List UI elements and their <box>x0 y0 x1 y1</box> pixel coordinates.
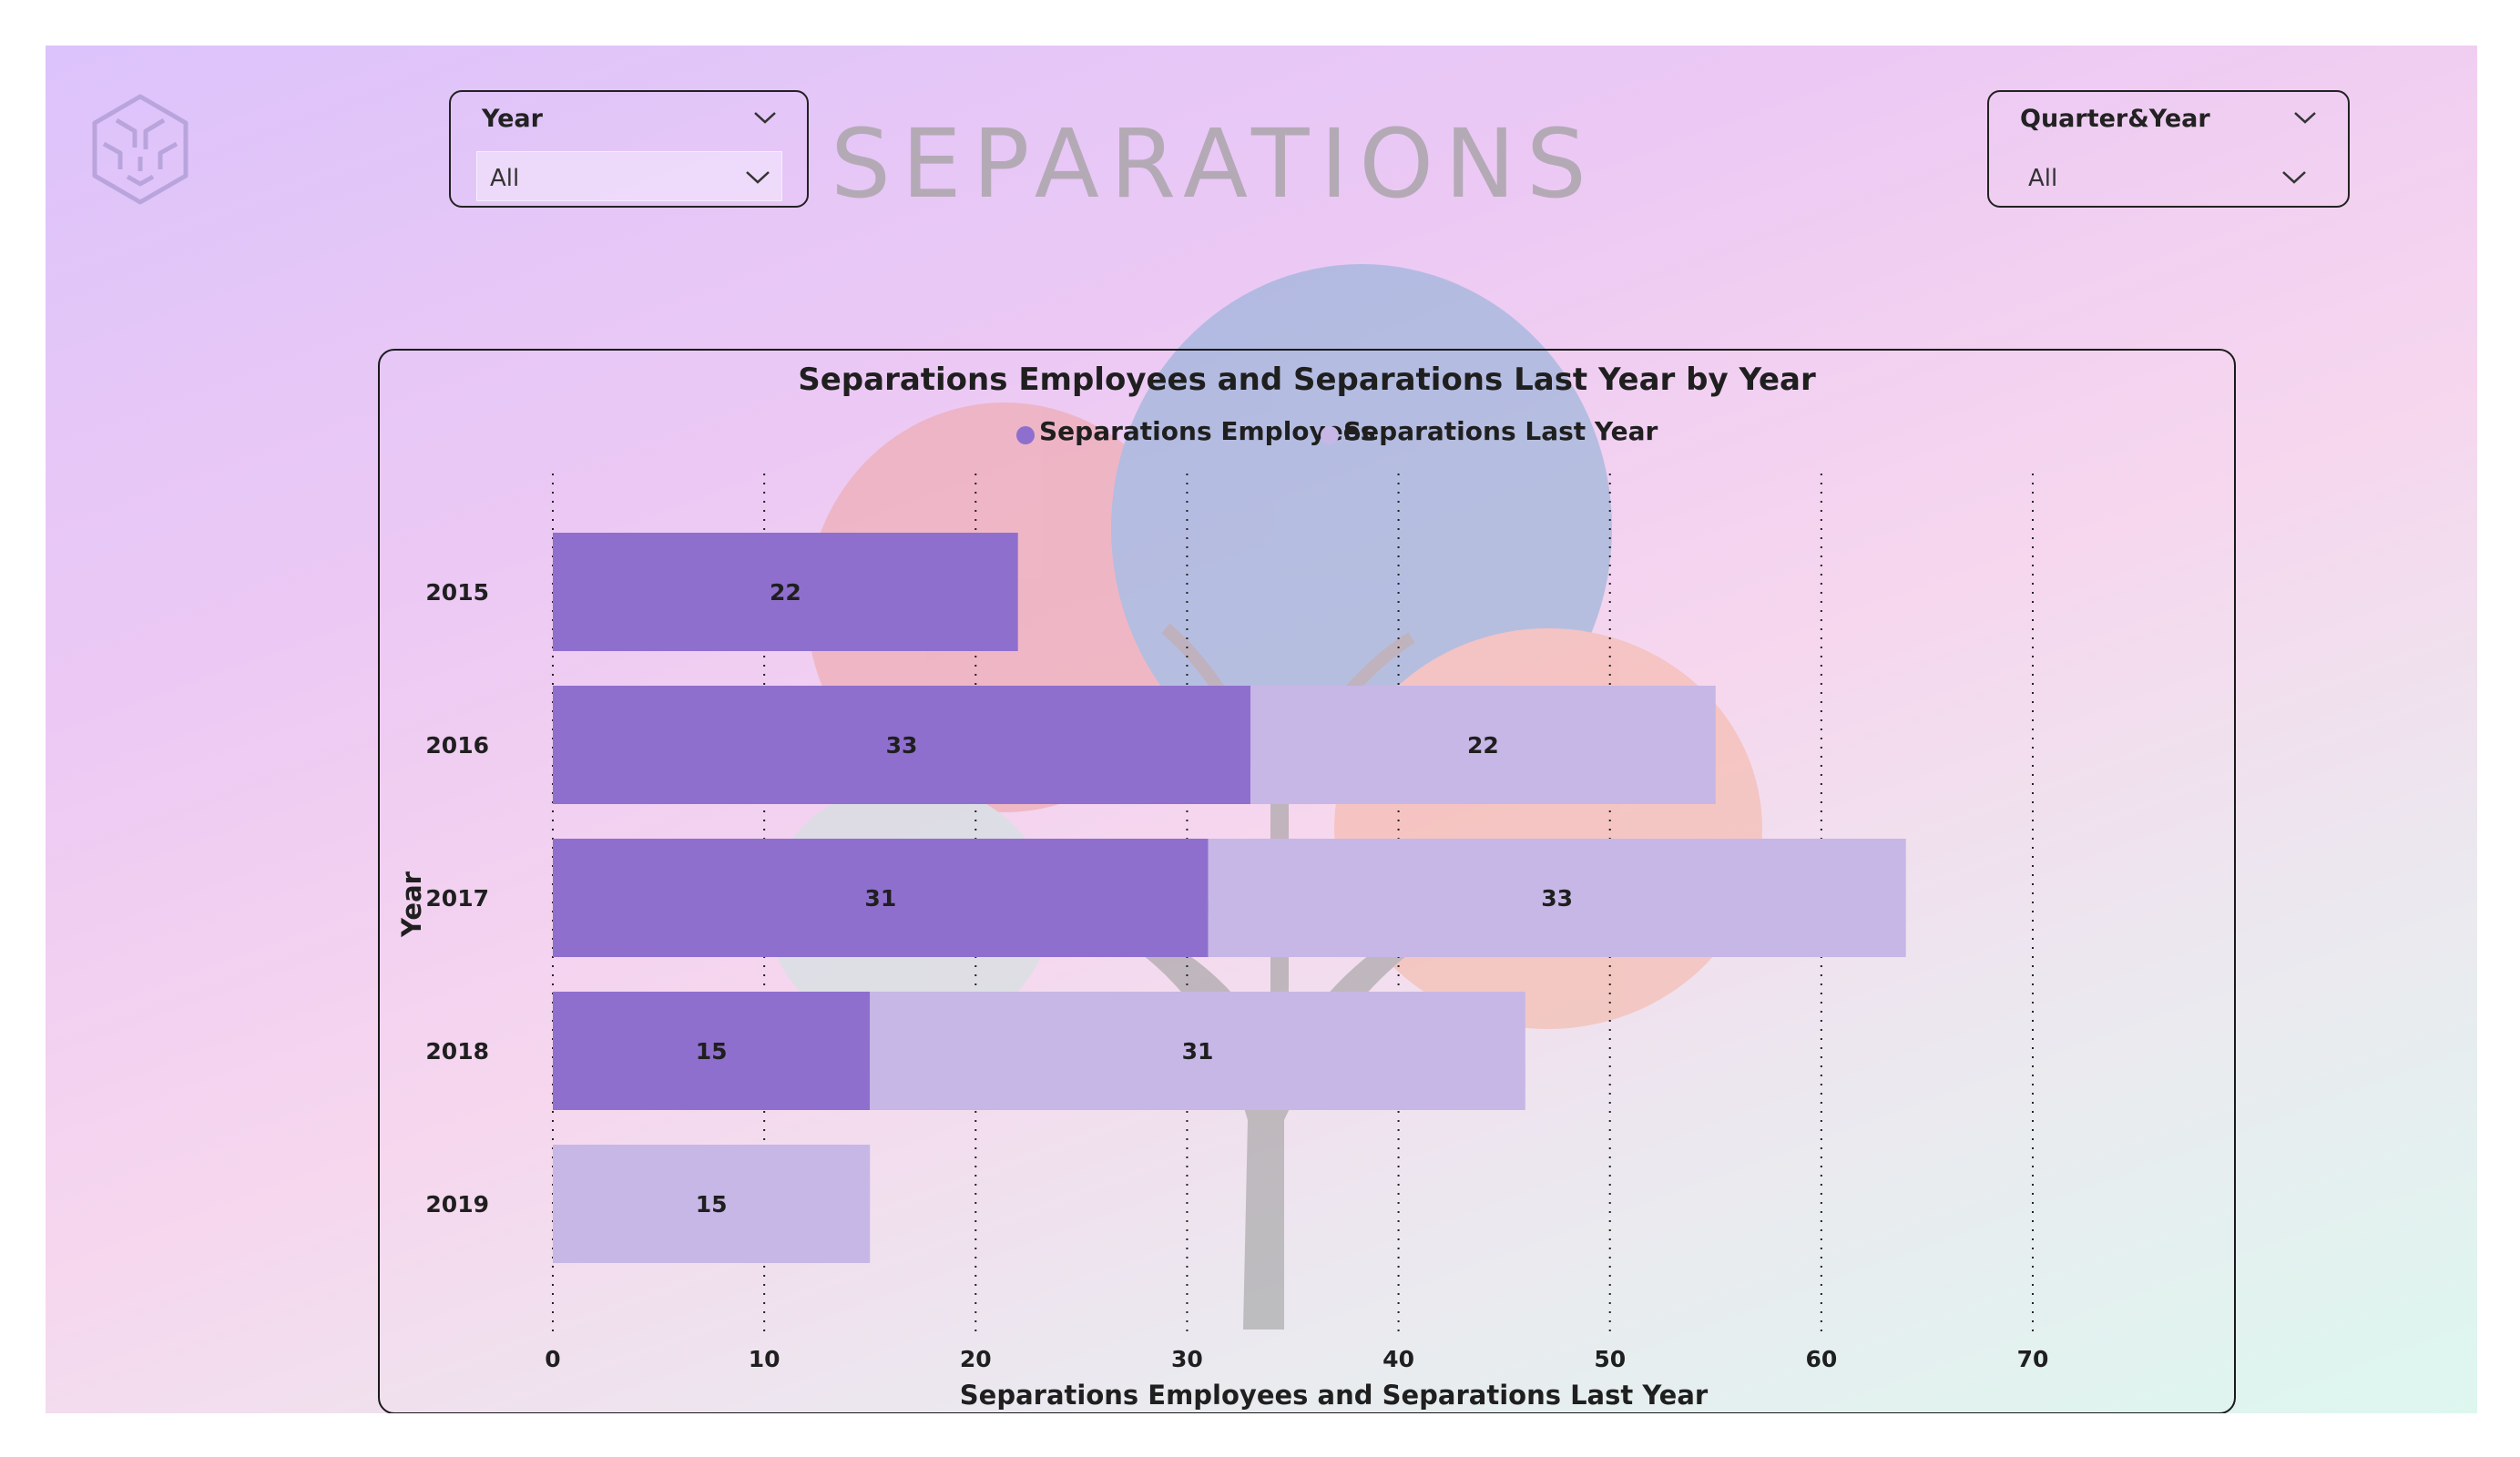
y-tick-label: 2016 <box>425 732 489 759</box>
data-label: 22 <box>770 579 801 606</box>
y-tick-label: 2019 <box>425 1191 489 1218</box>
x-tick-label: 70 <box>2017 1346 2049 1372</box>
data-label: 33 <box>886 732 918 759</box>
chevron-down-icon[interactable] <box>745 170 770 185</box>
bar-separations-employees-2015[interactable] <box>553 533 1018 651</box>
bar-separations-employees-2017[interactable] <box>553 839 1209 957</box>
x-tick-label: 0 <box>545 1346 560 1372</box>
chevron-down-icon[interactable] <box>753 110 777 125</box>
data-label: 31 <box>864 885 896 912</box>
y-tick-label: 2018 <box>425 1038 489 1065</box>
quarter-year-slicer-title: Quarter&Year <box>2020 105 2210 133</box>
y-axis-title: Year <box>396 871 427 938</box>
quarter-year-slicer-dropdown[interactable]: All <box>2015 151 2321 201</box>
bar-separations-last-year-2017[interactable] <box>1208 839 1906 957</box>
year-slicer-value: All <box>490 165 520 192</box>
page-title: SEPARATIONS <box>831 108 1597 219</box>
chart-title: Separations Employees and Separations La… <box>798 362 1816 398</box>
year-slicer-dropdown[interactable]: All <box>476 151 782 201</box>
quarter-year-slicer-value: All <box>2028 165 2058 192</box>
year-slicer[interactable]: Year All <box>449 90 809 208</box>
brain-logo-icon <box>92 94 189 205</box>
x-tick-label: 10 <box>749 1346 780 1372</box>
legend-label-separations-last-year[interactable]: Separations Last Year <box>1343 416 1658 446</box>
data-label: 22 <box>1467 732 1499 759</box>
data-label: 31 <box>1182 1038 1214 1065</box>
bar-separations-employees-2016[interactable] <box>553 686 1251 804</box>
legend-dot-separations-employees <box>1016 426 1035 444</box>
plot-area: 22 33 22 31 33 15 31 15 0 10 20 30 40 50 60 70 2015 2016… <box>396 474 2049 1411</box>
x-tick-label: 30 <box>1171 1346 1203 1372</box>
bar-separations-employees-2018[interactable] <box>553 992 871 1110</box>
x-tick-label: 60 <box>1805 1346 1837 1372</box>
quarter-year-slicer[interactable]: Quarter&Year All <box>1987 90 2350 208</box>
x-tick-label: 20 <box>960 1346 992 1372</box>
chevron-down-icon[interactable] <box>2281 170 2307 185</box>
bar-separations-last-year-2016[interactable] <box>1250 686 1716 804</box>
legend-dot-separations-last-year <box>1321 426 1339 444</box>
chart-legend[interactable]: Separations Employees Separations Last Y… <box>380 416 2234 453</box>
x-axis-title: Separations Employees and Separations La… <box>960 1380 1709 1411</box>
legend-label-separations-employees[interactable]: Separations Employees <box>1039 416 1376 446</box>
data-label: 15 <box>696 1038 728 1065</box>
data-label: 33 <box>1541 885 1573 912</box>
x-tick-label: 40 <box>1382 1346 1414 1372</box>
y-tick-label: 2017 <box>425 885 489 912</box>
chevron-down-icon[interactable] <box>2293 110 2317 125</box>
x-tick-label: 50 <box>1594 1346 1626 1372</box>
separations-bar-chart[interactable]: Separations Employees and Separations La… <box>378 349 2236 1413</box>
bar-separations-last-year-2019[interactable] <box>553 1145 871 1263</box>
data-label: 15 <box>696 1191 728 1218</box>
report-canvas: Year All SEPARATIONS Quarter&Year All Se… <box>46 46 2477 1413</box>
y-tick-label: 2015 <box>425 579 489 606</box>
bar-separations-last-year-2018[interactable] <box>870 992 1525 1110</box>
year-slicer-title: Year <box>482 105 543 133</box>
